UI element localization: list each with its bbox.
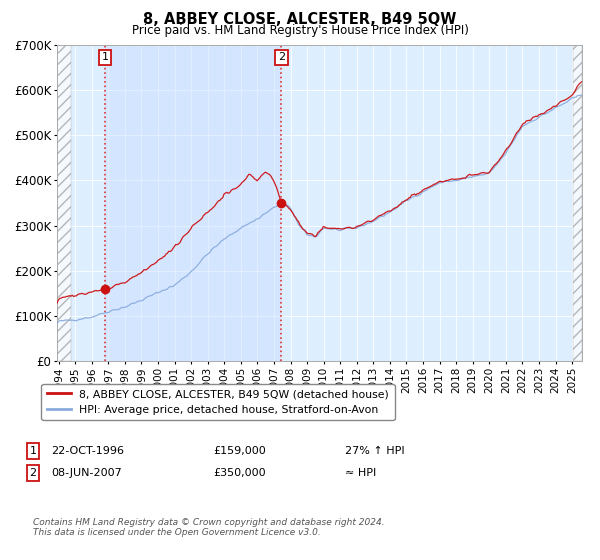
Text: 2: 2	[278, 53, 285, 63]
Text: Contains HM Land Registry data © Crown copyright and database right 2024.
This d: Contains HM Land Registry data © Crown c…	[33, 518, 385, 538]
Text: 08-JUN-2007: 08-JUN-2007	[51, 468, 122, 478]
Text: 1: 1	[101, 53, 109, 63]
Text: £350,000: £350,000	[213, 468, 266, 478]
Text: £159,000: £159,000	[213, 446, 266, 456]
Text: 2: 2	[29, 468, 37, 478]
Text: 22-OCT-1996: 22-OCT-1996	[51, 446, 124, 456]
Bar	[105, 45, 281, 361]
Bar	[57, 45, 71, 361]
Text: Price paid vs. HM Land Registry's House Price Index (HPI): Price paid vs. HM Land Registry's House …	[131, 24, 469, 36]
Legend: 8, ABBEY CLOSE, ALCESTER, B49 5QW (detached house), HPI: Average price, detached: 8, ABBEY CLOSE, ALCESTER, B49 5QW (detac…	[41, 384, 395, 420]
Bar	[573, 45, 582, 361]
Text: 1: 1	[29, 446, 37, 456]
Text: 8, ABBEY CLOSE, ALCESTER, B49 5QW: 8, ABBEY CLOSE, ALCESTER, B49 5QW	[143, 12, 457, 27]
Text: 27% ↑ HPI: 27% ↑ HPI	[345, 446, 404, 456]
Text: ≈ HPI: ≈ HPI	[345, 468, 376, 478]
